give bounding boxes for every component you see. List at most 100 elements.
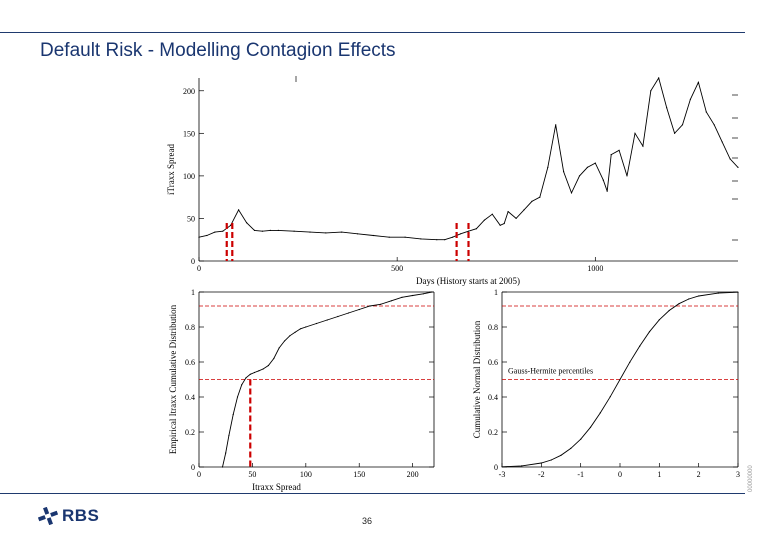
emp-data-point (401, 296, 403, 298)
emp-data-point (289, 335, 291, 337)
emp-data-point (221, 466, 224, 468)
top-data-point (606, 190, 608, 192)
top-data-point (483, 219, 485, 221)
norm-ylabel: Cumulative Normal Distribution (472, 320, 482, 438)
top-data-point (372, 234, 374, 237)
top-data-point (531, 200, 533, 202)
norm-data-point (580, 438, 582, 440)
emp-data-point (412, 294, 414, 297)
top-data-point (309, 231, 311, 233)
top-data-point (578, 175, 581, 177)
emp-data-point (232, 413, 234, 416)
emp-data-point (283, 340, 286, 342)
emp-data-point (258, 370, 260, 372)
norm-data-point (658, 319, 660, 321)
emp-xtick-label: 0 (197, 470, 201, 479)
top-rule (0, 32, 745, 33)
top-data-point (460, 233, 462, 235)
emp-data-point (278, 347, 280, 349)
top-xtick-label: 1000 (587, 264, 603, 273)
top-data-point (269, 229, 271, 231)
top-data-point (729, 158, 731, 160)
logo-text: RBS (62, 506, 100, 525)
top-data-point (420, 238, 422, 240)
norm-xtick-label: -1 (577, 470, 584, 479)
top-data-point (626, 175, 628, 177)
top-data-point (499, 224, 501, 226)
norm-data-point (540, 462, 542, 464)
top-ytick-label: 100 (183, 172, 195, 181)
top-data-point (356, 233, 359, 235)
top-data-point (689, 98, 692, 100)
top-data-point (503, 222, 505, 225)
emp-data-point (337, 315, 339, 318)
emp-data-point (267, 364, 269, 367)
norm-xtick-label: 3 (736, 470, 740, 479)
top-data-point (642, 145, 644, 147)
top-data-point (666, 107, 668, 109)
top-data-point (253, 229, 256, 231)
norm-data-point (589, 426, 592, 428)
top-data-point (721, 141, 723, 143)
top-ytick-label: 50 (187, 214, 195, 223)
side-code: 00000000 (748, 465, 754, 492)
page-title: Default Risk - Modelling Contagion Effec… (40, 40, 396, 61)
emp-data-point (241, 384, 243, 386)
top-data-point (214, 231, 216, 233)
emp-data-point (299, 328, 302, 330)
top-data-point (206, 234, 208, 237)
norm-data-point (501, 466, 503, 468)
norm-data-point (668, 309, 670, 312)
emp-ylabel: Empirical Itraxx Cumulative Distribution (168, 304, 178, 454)
emp-data-point (245, 377, 247, 379)
emp-data-point (358, 308, 360, 311)
emp-data-point (380, 303, 382, 305)
top-ylabel: iTraxx Spread (166, 144, 176, 195)
norm-ytick-label: 0.8 (488, 323, 498, 332)
top-data-point (222, 230, 224, 232)
top-xtick-label: 0 (197, 264, 201, 273)
norm-ytick-label: 0.2 (488, 428, 498, 437)
top-data-point (563, 171, 565, 173)
emp-data-point (326, 319, 328, 321)
top-data-point (594, 162, 596, 164)
top-data-point (246, 222, 248, 224)
top-data-point (705, 111, 707, 113)
top-data-point (261, 230, 263, 232)
norm-xtick-label: 0 (618, 470, 622, 479)
emp-data-point (273, 357, 275, 360)
top-data-point (658, 77, 660, 79)
top-data-point (650, 90, 652, 92)
top-data-point (238, 209, 240, 211)
norm-ytick-label: 0.4 (488, 393, 498, 402)
norm-data-point (717, 292, 719, 294)
emp-data-point (422, 293, 424, 295)
bottom-rule (0, 493, 745, 494)
emp-data-point (225, 452, 227, 454)
top-data-point (444, 239, 446, 241)
norm-data-point (737, 291, 739, 293)
norm-data-point (609, 396, 611, 398)
top-data-point (634, 132, 636, 134)
top-data-point (198, 236, 200, 238)
norm-ytick-label: 0 (494, 463, 498, 472)
emp-data-point (431, 291, 433, 293)
emp-ytick-label: 0.8 (185, 323, 195, 332)
norm-data-point (599, 412, 601, 414)
top-data-point (404, 236, 406, 238)
norm-xtick-label: 2 (697, 470, 701, 479)
norm-data-point (619, 378, 621, 381)
top-data-point (618, 149, 620, 151)
top-data-point (570, 192, 573, 194)
top-data-point (452, 236, 454, 238)
top-xlabel: Days (History starts at 2005) (416, 276, 520, 286)
top-data-point (602, 179, 604, 181)
emp-data-point (253, 371, 256, 374)
norm-ytick-label: 0.6 (488, 358, 498, 367)
norm-xtick-label: -2 (538, 470, 545, 479)
emp-data-point (294, 331, 296, 333)
top-data-point (325, 232, 327, 234)
norm-data-point (521, 465, 523, 467)
emp-ytick-label: 1 (191, 288, 195, 297)
emp-xtick-label: 200 (407, 470, 419, 479)
